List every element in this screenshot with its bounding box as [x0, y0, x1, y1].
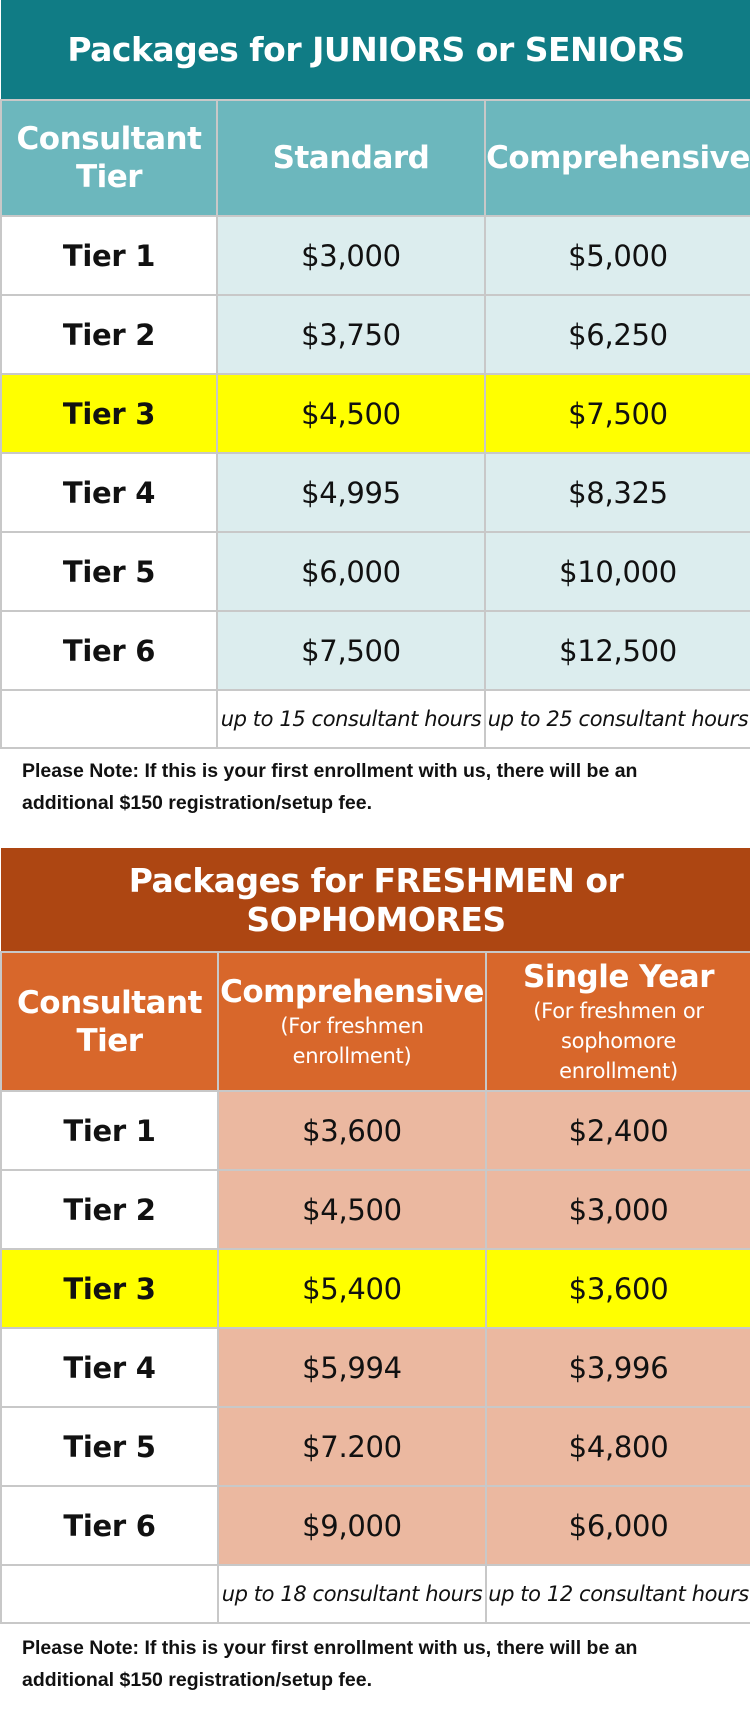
table-row: Tier 6 $7,500 $12,500	[0, 610, 750, 691]
price-cell: $4,500	[217, 1169, 487, 1250]
price-cell: $10,000	[484, 531, 750, 612]
column-header-single-year: Single Year (For freshmen or sophomore e…	[484, 951, 750, 1092]
price-cell: $7,500	[216, 610, 486, 691]
price-cell: $7,500	[484, 373, 750, 454]
column-header-comprehensive: Comprehensive	[484, 99, 750, 217]
price-cell: $9,000	[217, 1485, 487, 1566]
table-row: Tier 2 $3,750 $6,250	[0, 294, 750, 375]
price-cell: $8,325	[484, 452, 750, 533]
table-title: Packages for FRESHMEN or SOPHOMORES	[1, 848, 750, 952]
freshmen-sophomores-pricing-table: Packages for FRESHMEN or SOPHOMORES Cons…	[0, 848, 750, 1624]
registration-fee-note: Please Note: If this is your first enrol…	[22, 1637, 638, 1691]
table-row: Tier 4 $4,995 $8,325	[0, 452, 750, 533]
tier-label: Tier 2	[0, 1169, 219, 1250]
price-cell: $3,600	[217, 1090, 487, 1171]
price-cell: $6,000	[484, 1485, 750, 1566]
price-cell: $7.200	[217, 1406, 487, 1487]
tier-label: Tier 1	[0, 215, 218, 296]
column-subheader: (For freshmen enrollment)	[280, 1013, 424, 1068]
tier-label: Tier 5	[0, 531, 218, 612]
table-row: Tier 1 $3,600 $2,400	[0, 1090, 750, 1171]
column-subheader: (For freshmen or sophomore enrollment)	[533, 998, 704, 1083]
price-cell: $12,500	[484, 610, 750, 691]
price-cell: $3,750	[216, 294, 486, 375]
tier-label: Tier 4	[0, 452, 218, 533]
price-cell: $5,400	[217, 1248, 487, 1329]
table-row-highlighted: Tier 3 $5,400 $3,600	[0, 1248, 750, 1329]
column-header-consultant-tier: Consultant Tier	[0, 951, 219, 1092]
table-row: Tier 4 $5,994 $3,996	[0, 1327, 750, 1408]
tier-label: Tier 5	[0, 1406, 219, 1487]
price-cell: $5,994	[217, 1327, 487, 1408]
table-row: Tier 6 $9,000 $6,000	[0, 1485, 750, 1566]
price-cell: $6,250	[484, 294, 750, 375]
hours-row: up to 18 consultant hours up to 12 consu…	[0, 1564, 750, 1624]
column-header-consultant-tier: Consultant Tier	[0, 99, 218, 217]
hours-cell: up to 25 consultant hours	[484, 689, 750, 749]
price-cell: $5,000	[484, 215, 750, 296]
price-cell: $2,400	[484, 1090, 750, 1171]
tier-label: Tier 2	[0, 294, 218, 375]
price-cell: $3,000	[484, 1169, 750, 1250]
table-row: Tier 1 $3,000 $5,000	[0, 215, 750, 296]
price-cell: $3,000	[216, 215, 486, 296]
table-row-highlighted: Tier 3 $4,500 $7,500	[0, 373, 750, 454]
juniors-seniors-pricing-table: Packages for JUNIORS or SENIORS Consulta…	[0, 0, 750, 749]
tier-label: Tier 3	[0, 1248, 219, 1329]
empty-cell	[0, 1564, 219, 1624]
empty-cell	[0, 689, 218, 749]
registration-fee-note: Please Note: If this is your first enrol…	[22, 760, 638, 814]
price-cell: $4,995	[216, 452, 486, 533]
tier-label: Tier 6	[0, 610, 218, 691]
price-cell: $3,600	[484, 1248, 750, 1329]
table-row: Tier 2 $4,500 $3,000	[0, 1169, 750, 1250]
hours-cell: up to 12 consultant hours	[484, 1564, 750, 1624]
price-cell: $4,500	[216, 373, 486, 454]
tier-label: Tier 6	[0, 1485, 219, 1566]
table-row: Tier 5 $7.200 $4,800	[0, 1406, 750, 1487]
column-header-standard: Standard	[216, 99, 486, 217]
tier-label: Tier 3	[0, 373, 218, 454]
hours-row: up to 15 consultant hours up to 25 consu…	[0, 689, 750, 749]
hours-cell: up to 15 consultant hours	[216, 689, 486, 749]
column-header-comprehensive: Comprehensive (For freshmen enrollment)	[217, 951, 487, 1092]
tier-label: Tier 4	[0, 1327, 219, 1408]
price-cell: $6,000	[216, 531, 486, 612]
price-cell: $4,800	[484, 1406, 750, 1487]
hours-cell: up to 18 consultant hours	[217, 1564, 487, 1624]
price-cell: $3,996	[484, 1327, 750, 1408]
table-title: Packages for JUNIORS or SENIORS	[1, 0, 750, 100]
table-row: Tier 5 $6,000 $10,000	[0, 531, 750, 612]
tier-label: Tier 1	[0, 1090, 219, 1171]
